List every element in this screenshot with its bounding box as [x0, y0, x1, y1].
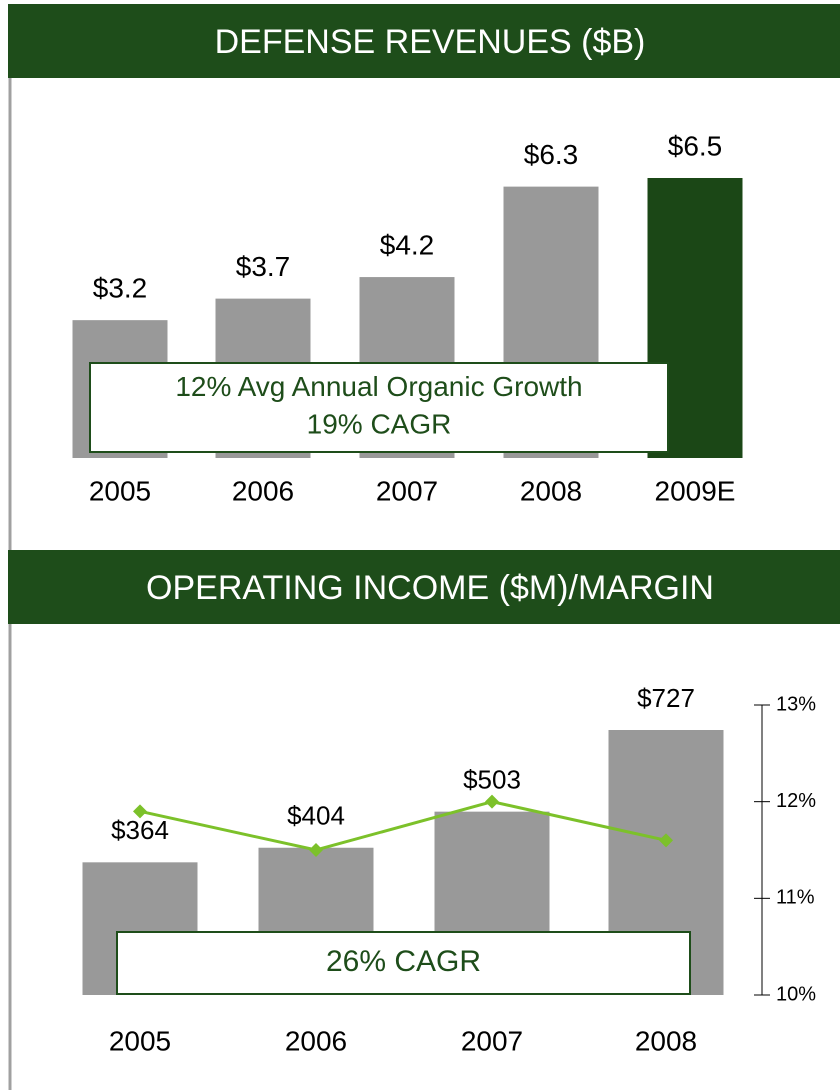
- chart-title: OPERATING INCOME ($M)/MARGIN: [146, 569, 714, 607]
- margin-marker: [309, 843, 323, 857]
- data-label: $727: [637, 683, 695, 713]
- x-tick-label: 2008: [520, 475, 582, 506]
- annotation-box: [116, 931, 691, 995]
- margin-line: [139, 800, 667, 852]
- data-label: $6.3: [524, 139, 579, 170]
- data-label: $3.2: [93, 273, 148, 304]
- data-label: $6.5: [668, 130, 723, 161]
- annotation: 26% CAGR: [326, 945, 481, 978]
- header-bar: [8, 550, 840, 624]
- data-label: $364: [111, 815, 169, 845]
- annotation: 12% Avg Annual Organic Growth: [175, 371, 582, 402]
- y2-tick-label: 11%: [776, 887, 815, 909]
- y2-tick-label: 12%: [776, 790, 816, 812]
- data-label: $4.2: [380, 229, 435, 260]
- y2-tick-label: 10%: [776, 983, 816, 1005]
- annotation: 19% CAGR: [307, 409, 452, 440]
- x-tick-label: 2006: [232, 475, 294, 506]
- x-tick-label: 2008: [635, 1025, 697, 1056]
- x-tick-label: 2007: [461, 1025, 523, 1056]
- x-tick-label: 2009E: [655, 475, 736, 506]
- data-label: $503: [463, 765, 521, 795]
- data-label: $3.7: [236, 251, 291, 282]
- x-tick-label: 2006: [285, 1025, 347, 1056]
- y2-tick-label: 13%: [776, 693, 816, 715]
- margin-marker: [659, 833, 673, 848]
- header-bar: [8, 4, 840, 78]
- margin-marker: [133, 804, 147, 819]
- margin-marker: [485, 794, 499, 809]
- annotation-box: [89, 362, 669, 453]
- x-tick-label: 2005: [89, 475, 151, 506]
- data-label: $404: [287, 801, 345, 831]
- x-tick-label: 2007: [376, 475, 438, 506]
- chart-title: DEFENSE REVENUES ($B): [215, 23, 646, 61]
- x-tick-label: 2005: [109, 1025, 171, 1056]
